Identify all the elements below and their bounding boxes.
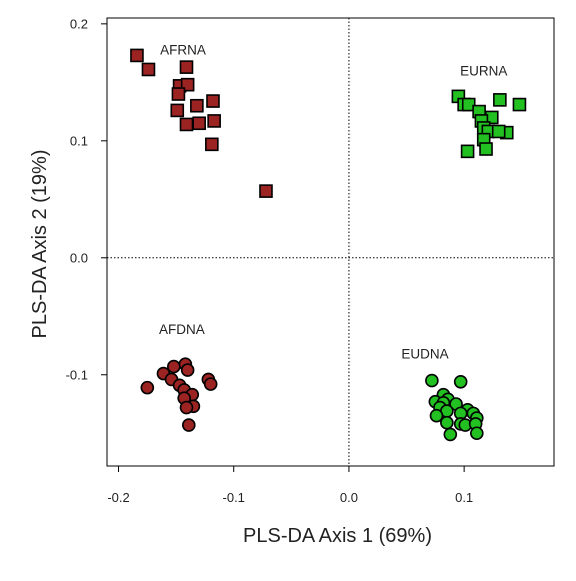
series-eudna	[425, 373, 484, 442]
afrna-point	[207, 114, 221, 128]
eudna-point	[453, 374, 468, 389]
afrna-point	[179, 117, 194, 132]
eudna-point	[429, 408, 444, 423]
data-points	[130, 48, 527, 442]
x-axis-title: PLS-DA Axis 1 (69%)	[243, 525, 432, 547]
eurna-point	[493, 93, 507, 107]
x-tick-label: -0.1	[223, 490, 245, 505]
y-tick-label: 0.0	[70, 250, 88, 265]
y-tick-label: -0.1	[66, 367, 88, 382]
afdna-point	[180, 363, 195, 377]
afdna-point	[181, 418, 196, 432]
x-tick-label: 0.1	[455, 490, 473, 505]
afdna-point	[203, 377, 218, 391]
eudna-point	[425, 373, 439, 388]
reference-lines	[107, 18, 554, 466]
afrna-point	[171, 87, 186, 101]
eurna-point	[512, 97, 527, 112]
afrna-point	[259, 184, 273, 198]
afrna-point	[170, 103, 185, 118]
afdna-point	[140, 380, 155, 395]
x-tick-label: -0.2	[107, 490, 129, 505]
eudna-point	[470, 426, 484, 441]
afrna-point	[205, 137, 219, 152]
series-eurna	[451, 89, 527, 159]
group-label-afdna: AFDNA	[159, 322, 205, 337]
x-tick-label: 0.0	[340, 490, 358, 505]
series-afrna	[130, 48, 273, 198]
afrna-point	[141, 62, 156, 77]
eurna-point	[479, 142, 493, 156]
afrna-point	[179, 60, 194, 74]
x-axis: -0.2 -0.1 0.0 0.1	[107, 466, 473, 505]
afrna-point	[206, 94, 220, 108]
group-label-eudna: EUDNA	[401, 347, 448, 362]
plot-frame	[106, 17, 555, 467]
afrna-point	[190, 98, 204, 113]
afdna-point	[167, 359, 181, 374]
group-labels: AFRNA EURNA AFDNA EUDNA	[159, 43, 507, 362]
group-label-eurna: EURNA	[460, 64, 507, 79]
group-label-afrna: AFRNA	[160, 43, 206, 58]
y-axis: -0.1 0.0 0.1 0.2	[66, 16, 107, 382]
afrna-point	[130, 48, 144, 63]
y-tick-label: 0.2	[70, 16, 88, 31]
series-afdna	[140, 357, 218, 432]
eudna-point	[440, 415, 454, 430]
eurna-point	[491, 124, 506, 139]
afdna-point	[179, 400, 194, 415]
eurna-point	[461, 97, 476, 112]
y-tick-label: 0.1	[70, 133, 88, 148]
afrna-point	[192, 116, 206, 131]
y-axis-title: PLS-DA Axis 2 (19%)	[29, 150, 51, 339]
eudna-point	[443, 427, 458, 442]
eurna-point	[460, 144, 475, 159]
